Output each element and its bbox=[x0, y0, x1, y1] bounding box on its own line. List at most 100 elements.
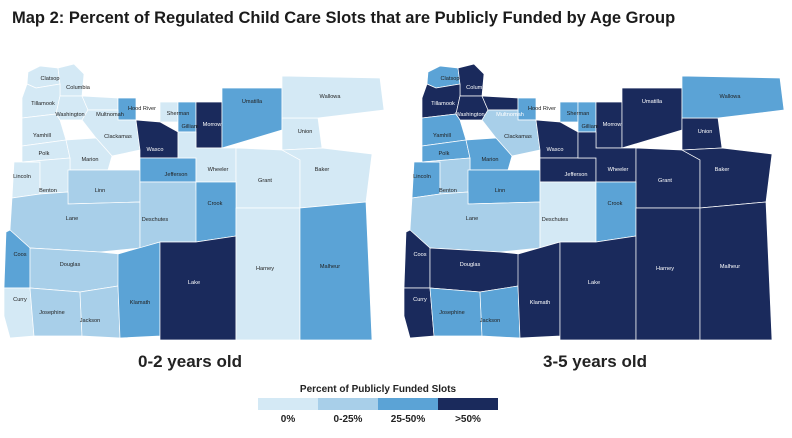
county-curry bbox=[403, 287, 435, 339]
county-linn bbox=[67, 169, 141, 205]
county-label-hood-river: Hood River bbox=[528, 106, 556, 112]
map-label-3-5: 3-5 years old bbox=[543, 352, 647, 371]
county-label-sherman: Sherman bbox=[167, 111, 190, 117]
county-label-marion: Marion bbox=[481, 157, 498, 163]
county-label-malheur: Malheur bbox=[720, 264, 740, 270]
county-label-yamhill: Yamhill bbox=[33, 133, 51, 139]
county-label-wasco: Wasco bbox=[147, 147, 164, 153]
legend-label-1: 0-25% bbox=[333, 414, 363, 425]
county-label-linn: Linn bbox=[495, 188, 506, 194]
county-harney bbox=[635, 207, 701, 341]
county-multnomah bbox=[81, 95, 119, 111]
county-label-clatsop: Clatsop bbox=[41, 76, 60, 82]
county-label-jackson: Jackson bbox=[80, 318, 101, 324]
county-label-lake: Lake bbox=[588, 280, 600, 286]
county-douglas bbox=[429, 247, 521, 293]
county-label-lane: Lane bbox=[466, 216, 478, 222]
county-label-harney: Harney bbox=[656, 266, 674, 272]
county-label-harney: Harney bbox=[256, 266, 274, 272]
county-lake bbox=[559, 235, 637, 341]
county-label-washington: Washington bbox=[55, 112, 84, 118]
county-label-baker: Baker bbox=[715, 167, 730, 173]
county-label-morrow: Morrow bbox=[203, 122, 223, 128]
county-label-douglas: Douglas bbox=[460, 262, 481, 268]
county-crook bbox=[195, 181, 237, 243]
county-malheur bbox=[299, 201, 373, 341]
county-label-wallowa: Wallowa bbox=[720, 94, 742, 100]
county-label-klamath: Klamath bbox=[130, 300, 151, 306]
county-label-clackamas: Clackamas bbox=[104, 134, 132, 140]
legend-label-2: 25-50% bbox=[390, 414, 426, 425]
legend-label-0: 0% bbox=[280, 414, 296, 425]
county-label-grant: Grant bbox=[658, 178, 672, 184]
legend-title: Percent of Publicly Funded Slots bbox=[299, 384, 457, 395]
county-wallowa bbox=[681, 75, 785, 119]
county-label-marion: Marion bbox=[81, 157, 98, 163]
county-label-benton: Benton bbox=[439, 188, 457, 194]
county-yamhill bbox=[421, 113, 467, 147]
county-label-lake: Lake bbox=[188, 280, 200, 286]
county-label-curry: Curry bbox=[13, 297, 27, 303]
county-umatilla bbox=[221, 87, 283, 149]
county-label-hood-river: Hood River bbox=[128, 106, 156, 112]
county-label-yamhill: Yamhill bbox=[433, 133, 451, 139]
county-jackson bbox=[479, 285, 521, 339]
county-jackson bbox=[79, 285, 121, 339]
county-label-jackson: Jackson bbox=[480, 318, 501, 324]
legend-labels: 0% 0-25% 25-50% >50% bbox=[258, 414, 498, 428]
county-label-sherman: Sherman bbox=[567, 111, 590, 117]
county-umatilla bbox=[621, 87, 683, 149]
county-linn bbox=[467, 169, 541, 205]
county-label-jefferson: Jefferson bbox=[565, 172, 588, 178]
county-label-union: Union bbox=[698, 129, 713, 135]
map-0-2-years: Clatsop Columbia Tillamook Washington Multno… bbox=[0, 58, 390, 350]
county-label-deschutes: Deschutes bbox=[542, 217, 569, 223]
county-label-umatilla: Umatilla bbox=[642, 99, 663, 105]
county-label-lane: Lane bbox=[66, 216, 78, 222]
county-label-lincoln: Lincoln bbox=[13, 174, 31, 180]
county-lake bbox=[159, 235, 237, 341]
county-label-josephine: Josephine bbox=[439, 310, 465, 316]
county-columbia bbox=[457, 63, 485, 97]
county-label-malheur: Malheur bbox=[320, 264, 340, 270]
county-label-union: Union bbox=[298, 129, 313, 135]
county-label-grant: Grant bbox=[258, 178, 272, 184]
county-label-wasco: Wasco bbox=[547, 147, 564, 153]
county-label-multnomah: Multnomah bbox=[496, 112, 524, 118]
county-label-coos: Coos bbox=[413, 252, 426, 258]
map-3-5-years: Clatsop Columbia Tillamook Washington Multno… bbox=[400, 58, 790, 350]
county-label-columbia: Columbia bbox=[466, 85, 491, 91]
map-label-0-2: 0-2 years old bbox=[138, 352, 242, 371]
legend-swatch-0 bbox=[258, 398, 318, 410]
county-label-josephine: Josephine bbox=[39, 310, 65, 316]
county-lincoln bbox=[11, 161, 41, 199]
legend-swatches bbox=[258, 398, 498, 410]
county-klamath bbox=[117, 241, 161, 339]
county-label-jefferson: Jefferson bbox=[165, 172, 188, 178]
county-columbia bbox=[57, 63, 85, 97]
county-label-tillamook: Tillamook bbox=[431, 101, 455, 107]
county-label-curry: Curry bbox=[413, 297, 427, 303]
county-label-coos: Coos bbox=[13, 252, 26, 258]
county-label-wheeler: Wheeler bbox=[208, 167, 229, 173]
county-label-polk: Polk bbox=[439, 151, 450, 157]
county-label-morrow: Morrow bbox=[603, 122, 623, 128]
county-label-clackamas: Clackamas bbox=[504, 134, 532, 140]
county-yamhill bbox=[21, 113, 67, 147]
county-label-deschutes: Deschutes bbox=[142, 217, 169, 223]
county-multnomah bbox=[481, 95, 519, 111]
county-jefferson bbox=[539, 157, 597, 183]
county-harney bbox=[235, 207, 301, 341]
county-label-gilliam: Gilliam bbox=[181, 124, 198, 130]
county-label-multnomah: Multnomah bbox=[96, 112, 124, 118]
county-label-gilliam: Gilliam bbox=[581, 124, 598, 130]
legend-swatch-3 bbox=[438, 398, 498, 410]
county-label-polk: Polk bbox=[39, 151, 50, 157]
county-label-linn: Linn bbox=[95, 188, 106, 194]
county-crook bbox=[595, 181, 637, 243]
county-wallowa bbox=[281, 75, 385, 119]
page-title: Map 2: Percent of Regulated Child Care S… bbox=[12, 9, 676, 27]
county-malheur bbox=[699, 201, 773, 341]
